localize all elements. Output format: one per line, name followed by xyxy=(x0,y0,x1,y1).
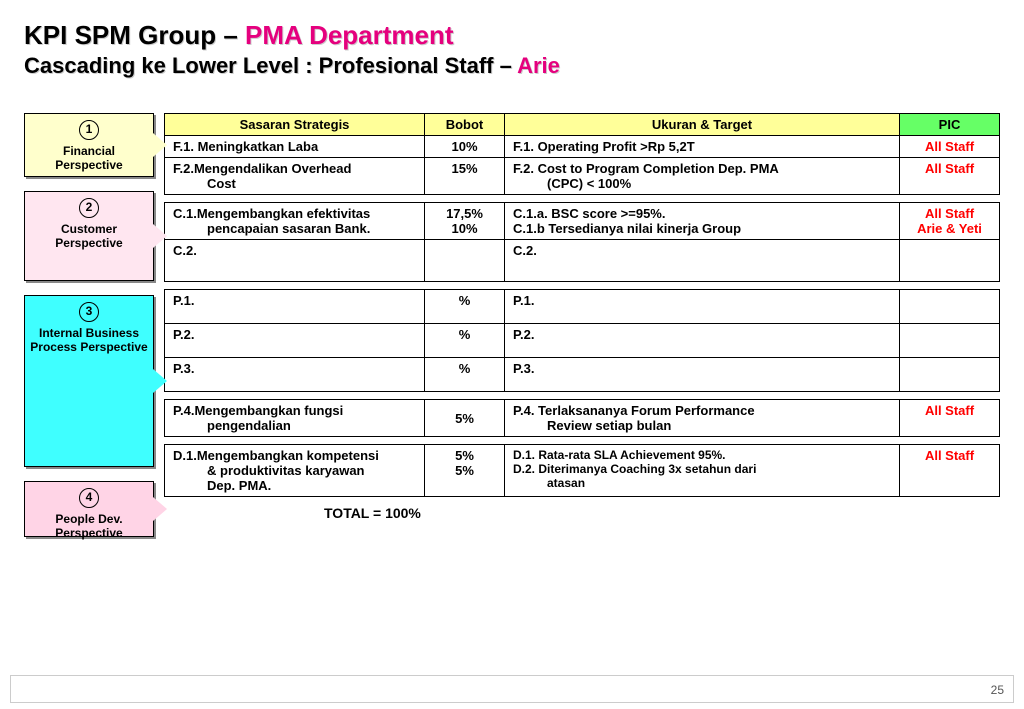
perspective-label: People Dev. Perspective xyxy=(29,512,149,540)
perspective-label: Financial Perspective xyxy=(29,144,149,172)
cell-sasaran: P.1. xyxy=(173,293,194,308)
cell-bobot: % xyxy=(459,327,471,342)
cell-bobot: % xyxy=(459,361,471,376)
header-pic: PIC xyxy=(900,114,1000,136)
cell-pic: All Staff xyxy=(900,400,1000,437)
table-row: F.1. Meningkatkan Laba 10% F.1. Operatin… xyxy=(165,136,1000,158)
header-row: Sasaran Strategis Bobot Ukuran & Target … xyxy=(165,114,1000,136)
perspective-num: 4 xyxy=(79,488,99,508)
cell-sasaran: C.1.Mengembangkan efektivitas xyxy=(173,206,370,221)
cell-bobot: 15% xyxy=(451,161,477,176)
perspective-label: Internal Business Process Perspective xyxy=(29,326,149,354)
table-row: F.2.Mengendalikan OverheadCost 15% F.2. … xyxy=(165,158,1000,195)
header-bobot: Bobot xyxy=(425,114,505,136)
cell-pic: All Staff xyxy=(900,158,1000,195)
cell-pic xyxy=(900,324,1000,358)
page-number: 25 xyxy=(991,683,1004,697)
cell-bobot: 17,5% xyxy=(446,206,483,221)
perspective-num: 2 xyxy=(79,198,99,218)
cell-bobot: 5% xyxy=(455,448,474,463)
cell-ukuran: C.2. xyxy=(513,243,537,258)
title-prefix-1: KPI SPM Group – xyxy=(24,20,245,50)
perspective-num: 3 xyxy=(79,302,99,322)
cell-sasaran: F.2.Mengendalikan Overhead xyxy=(173,161,351,176)
title-accent-2: Arie xyxy=(517,53,560,78)
perspective-internal: 3 Internal Business Process Perspective xyxy=(24,295,154,467)
cell-sasaran: P.4.Mengembangkan fungsi xyxy=(173,403,343,418)
perspective-label: Customer Perspective xyxy=(29,222,149,250)
title-prefix-2: Cascading ke Lower Level : Profesional S… xyxy=(24,53,517,78)
perspective-people: 4 People Dev. Perspective xyxy=(24,481,154,537)
header-sasaran: Sasaran Strategis xyxy=(165,114,425,136)
kpi-table-area: Sasaran Strategis Bobot Ukuran & Target … xyxy=(164,113,1000,537)
perspective-financial: 1 Financial Perspective xyxy=(24,113,154,177)
cell-pic: All Staff xyxy=(925,206,974,221)
cell-sasaran: D.1.Mengembangkan kompetensi xyxy=(173,448,379,463)
cell-pic xyxy=(900,358,1000,392)
cell-ukuran: P.3. xyxy=(513,361,534,376)
table-row: P.1. % P.1. xyxy=(165,290,1000,324)
perspective-customer: 2 Customer Perspective xyxy=(24,191,154,281)
perspective-column: 1 Financial Perspective 2 Customer Persp… xyxy=(24,113,154,537)
table-row: P.4.Mengembangkan fungsipengendalian 5% … xyxy=(165,400,1000,437)
cell-ukuran: D.1. Rata-rata SLA Achievement 95%. xyxy=(513,448,726,462)
footer-frame xyxy=(10,675,1014,703)
cell-bobot xyxy=(425,240,505,282)
cell-sasaran: P.3. xyxy=(173,361,194,376)
cell-ukuran: C.1.a. BSC score >=95%. xyxy=(513,206,665,221)
cell-pic xyxy=(900,240,1000,282)
cell-sasaran: C.2. xyxy=(173,243,197,258)
table-row: P.3. % P.3. xyxy=(165,358,1000,392)
cell-bobot: 10% xyxy=(451,139,477,154)
cell-ukuran: P.2. xyxy=(513,327,534,342)
table-row: C.1.Mengembangkan efektivitaspencapaian … xyxy=(165,203,1000,240)
cell-pic: All Staff xyxy=(900,445,1000,497)
perspective-num: 1 xyxy=(79,120,99,140)
cell-ukuran: P.1. xyxy=(513,293,534,308)
cell-ukuran: F.2. Cost to Program Completion Dep. PMA xyxy=(513,161,779,176)
cell-sasaran: P.2. xyxy=(173,327,194,342)
cell-bobot: % xyxy=(459,293,471,308)
kpi-table: Sasaran Strategis Bobot Ukuran & Target … xyxy=(164,113,1000,497)
table-row: D.1.Mengembangkan kompetensi& produktivi… xyxy=(165,445,1000,497)
cell-ukuran: P.4. Terlaksananya Forum Performance xyxy=(513,403,755,418)
cell-pic xyxy=(900,290,1000,324)
cell-pic: All Staff xyxy=(900,136,1000,158)
table-row: P.2. % P.2. xyxy=(165,324,1000,358)
title-accent-1: PMA Department xyxy=(245,20,454,50)
table-row: C.2. C.2. xyxy=(165,240,1000,282)
cell-bobot: 5% xyxy=(455,411,474,426)
content-area: 1 Financial Perspective 2 Customer Persp… xyxy=(24,113,1000,537)
slide-title: KPI SPM Group – PMA Department Cascading… xyxy=(24,20,1000,79)
cell-sasaran: F.1. Meningkatkan Laba xyxy=(173,139,318,154)
header-ukuran: Ukuran & Target xyxy=(505,114,900,136)
cell-ukuran: F.1. Operating Profit >Rp 5,2T xyxy=(513,139,695,154)
total-row: TOTAL = 100% xyxy=(164,505,1000,521)
